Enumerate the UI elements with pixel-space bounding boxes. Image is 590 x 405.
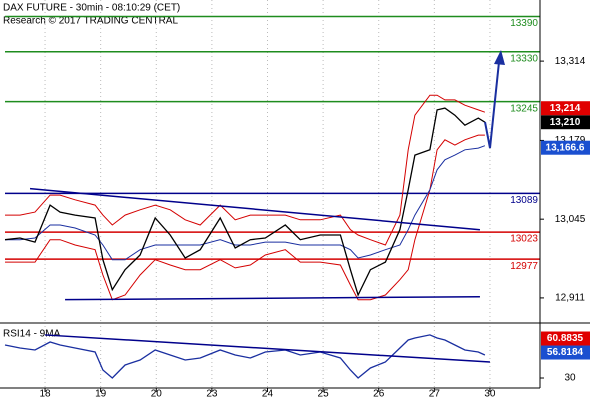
y-tick-label: 12,911 — [555, 293, 585, 304]
x-tick-label: 19 — [95, 389, 107, 400]
price-marker-label: 56.8184 — [547, 347, 584, 358]
price-marker-label: 60.8835 — [547, 333, 584, 344]
plots: DAX FUTURE - 30min - 08:10:29 (CET) Resea… — [3, 0, 590, 400]
chart-title: DAX FUTURE - 30min - 08:10:29 (CET) — [3, 3, 180, 14]
x-tick-label: 23 — [206, 389, 218, 400]
series-line — [4, 107, 486, 297]
level-label: 13023 — [510, 234, 538, 245]
x-tick-label: 18 — [39, 389, 51, 400]
series-line — [5, 145, 486, 261]
price-marker — [541, 101, 590, 116]
trend-line — [29, 187, 481, 231]
x-tick-label: 24 — [262, 389, 274, 400]
trend-line — [65, 295, 480, 301]
forecast-arrow — [484, 61, 500, 149]
level-label: 13089 — [510, 195, 538, 206]
price-marker — [541, 331, 590, 346]
x-tick-label: 25 — [318, 389, 330, 400]
price-marker-label: 13,214 — [550, 103, 581, 114]
y-tick-label: 30 — [564, 373, 576, 384]
price-marker — [541, 115, 590, 130]
chart-title: RSI14 - 9MA — [3, 329, 61, 340]
price-marker — [541, 345, 590, 360]
level-label: 13390 — [510, 18, 538, 29]
x-tick-label: 30 — [484, 389, 496, 400]
chart-subtitle: Research © 2017 TRADING CENTRAL — [3, 16, 178, 27]
level-label: 13330 — [510, 53, 538, 64]
y-tick-label: 13,179 — [555, 135, 586, 146]
y-tick-label: 13,045 — [555, 214, 586, 225]
arrow-head — [494, 50, 505, 65]
price-marker — [541, 140, 590, 155]
level-label: 12977 — [510, 261, 538, 272]
x-tick-label: 26 — [373, 389, 385, 400]
price-marker-label: 13,210 — [550, 117, 581, 128]
trend-line — [45, 334, 490, 363]
y-tick-label: 13,314 — [555, 56, 586, 67]
series-line — [5, 94, 486, 246]
x-tick-label: 27 — [429, 389, 441, 400]
x-tick-label: 20 — [151, 389, 163, 400]
price-marker-label: 13,166.6 — [546, 142, 585, 153]
level-label: 13245 — [510, 103, 538, 114]
series-line — [4, 334, 486, 379]
